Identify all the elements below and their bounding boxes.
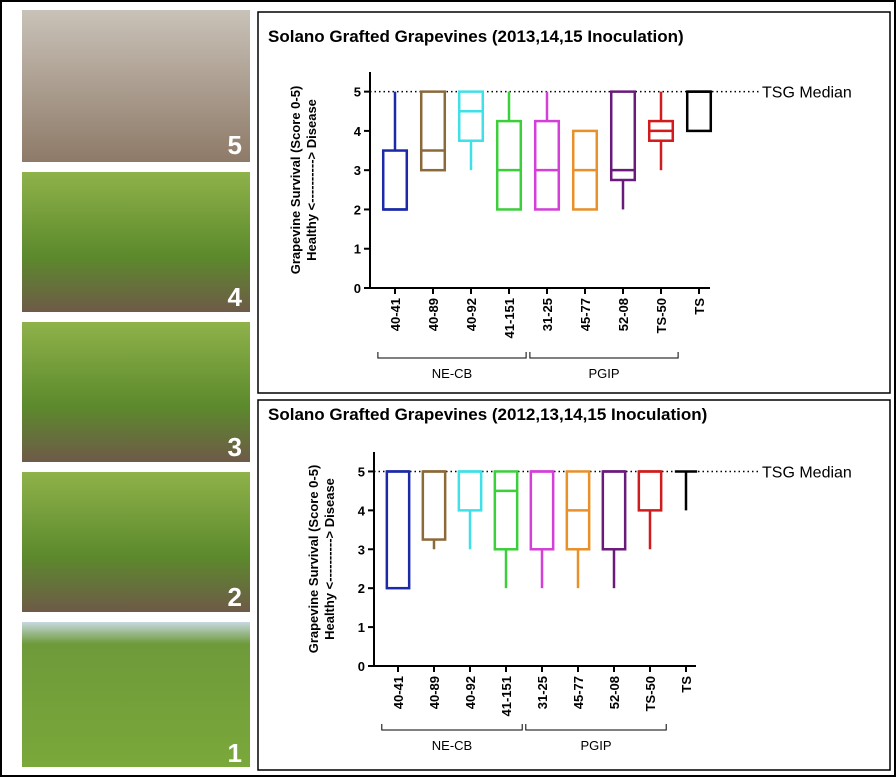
photo-label: 1 — [228, 738, 242, 768]
x-tick-label: 52-08 — [607, 676, 622, 709]
x-tick-label: TS — [679, 676, 694, 693]
y-tick-label: 2 — [354, 202, 361, 217]
y-axis-label: Healthy <----------> Disease — [322, 478, 337, 640]
chart-title: Solano Grafted Grapevines (2012,13,14,15… — [268, 405, 707, 424]
reference-label: TSG Median — [762, 464, 852, 481]
photo-label: 4 — [228, 282, 243, 312]
x-tick-label: TS-50 — [654, 298, 669, 333]
y-axis-label: Healthy <----------> Disease — [304, 99, 319, 261]
x-tick-label: 40-89 — [427, 676, 442, 709]
group-bracket — [381, 724, 523, 731]
x-tick-label: 40-92 — [463, 676, 478, 709]
group-label: PGIP — [580, 738, 611, 753]
photo — [22, 472, 250, 612]
photo — [22, 10, 250, 162]
box — [493, 470, 519, 551]
y-tick-label: 4 — [354, 124, 362, 139]
photo — [22, 622, 250, 767]
group-label: NE-CB — [432, 738, 472, 753]
x-tick-label: 31-25 — [540, 298, 555, 331]
y-tick-label: 3 — [358, 542, 365, 557]
x-tick-label: TS-50 — [643, 676, 658, 711]
y-tick-label: 5 — [354, 85, 361, 100]
y-tick-label: 1 — [354, 242, 361, 257]
group-bracket — [377, 352, 527, 359]
y-tick-label: 1 — [358, 620, 365, 635]
box — [419, 90, 447, 172]
x-tick-label: TS — [692, 298, 707, 315]
chart-panel — [257, 11, 891, 394]
x-tick-label: 45-77 — [578, 298, 593, 331]
group-bracket — [525, 724, 667, 731]
x-tick-label: 41-151 — [502, 298, 517, 338]
y-axis-label: Grapevine Survival (Score 0-5) — [288, 86, 303, 275]
photo-label: 5 — [228, 130, 242, 160]
x-tick-label: 40-89 — [426, 298, 441, 331]
reference-label: TSG Median — [762, 85, 852, 102]
x-tick-label: 40-92 — [464, 298, 479, 331]
group-bracket — [529, 352, 679, 359]
box — [533, 119, 561, 211]
y-tick-label: 3 — [354, 163, 361, 178]
photo — [22, 322, 250, 462]
chart-title: Solano Grafted Grapevines (2013,14,15 In… — [268, 27, 684, 46]
chart-panel — [257, 399, 891, 771]
x-tick-label: 31-25 — [535, 676, 550, 709]
y-tick-label: 0 — [354, 281, 361, 296]
y-tick-label: 4 — [358, 503, 366, 518]
y-tick-label: 5 — [358, 464, 365, 479]
x-tick-label: 45-77 — [571, 676, 586, 709]
photo-label: 3 — [228, 432, 242, 462]
box — [495, 119, 523, 211]
y-axis-label: Grapevine Survival (Score 0-5) — [306, 465, 321, 654]
y-tick-label: 0 — [358, 659, 365, 674]
photo — [22, 172, 250, 312]
y-tick-label: 2 — [358, 581, 365, 596]
box — [609, 90, 637, 182]
group-label: PGIP — [588, 366, 619, 381]
photo-label: 2 — [228, 582, 242, 612]
group-label: NE-CB — [432, 366, 472, 381]
x-tick-label: 41-151 — [499, 676, 514, 716]
x-tick-label: 52-08 — [616, 298, 631, 331]
x-tick-label: 40-41 — [391, 676, 406, 709]
x-tick-label: 40-41 — [388, 298, 403, 331]
box — [457, 90, 485, 142]
